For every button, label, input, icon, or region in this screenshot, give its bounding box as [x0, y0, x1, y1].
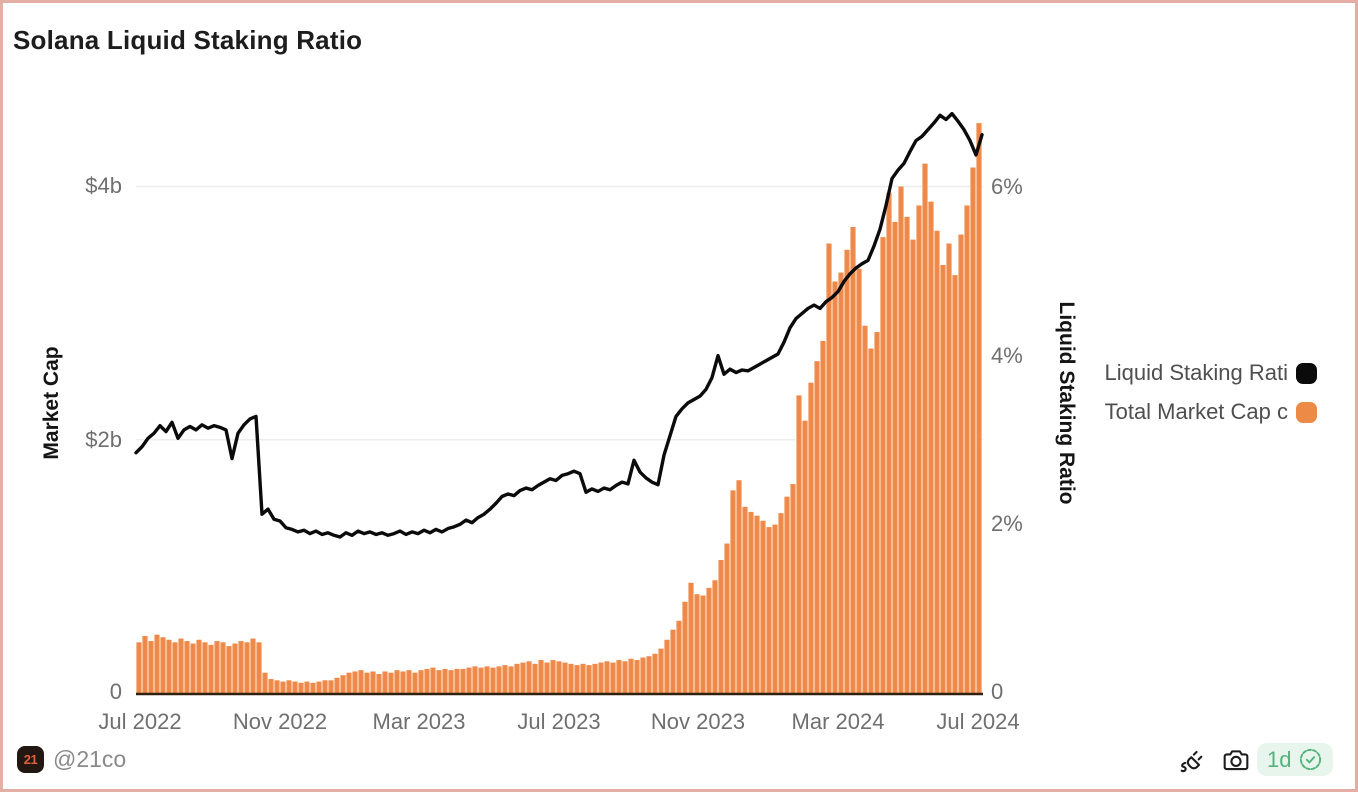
account-handle: @21co [53, 746, 127, 772]
right-tick-6pct: 6% [991, 174, 1023, 199]
21co-logo: 21 [17, 746, 44, 773]
right-tick-4pct: 4% [991, 343, 1023, 368]
x-tick-mar-2023: Mar 2023 [372, 709, 466, 734]
x-tick-jul-2022: Jul 2022 [98, 709, 182, 734]
right-tick-2pct: 2% [991, 511, 1023, 536]
legend-label-market-cap: Total Market Cap c [1104, 399, 1288, 424]
right-tick-0: 0 [991, 679, 1004, 704]
verified-seal-check-icon [1298, 747, 1323, 772]
plug-icon [1178, 746, 1206, 777]
x-tick-nov-2023: Nov 2023 [650, 709, 746, 734]
x-tick-mar-2024: Mar 2024 [791, 709, 885, 734]
left-tick-0: 0 [109, 679, 122, 704]
legend-label-ratio: Liquid Staking Rati [1104, 360, 1288, 385]
liquid-staking-ratio-line [134, 111, 984, 539]
legend-swatch-market-cap [1296, 401, 1317, 423]
left-tick-2b: $2b [85, 427, 122, 452]
market-cap-bars [136, 123, 982, 694]
left-tick-4b: $4b [85, 173, 122, 198]
update-frequency-badge[interactable]: 1d [1257, 743, 1334, 776]
legend-item-total-market-cap[interactable]: Total Market Cap c [1105, 399, 1317, 425]
legend-swatch-ratio [1296, 362, 1317, 384]
attribution: 21 @21co [17, 746, 126, 773]
chart-title: Solana Liquid Staking Ratio [13, 25, 363, 55]
x-tick-jul-2024: Jul 2024 [936, 709, 1020, 734]
legend: Liquid Staking Rati Total Market Cap c [1105, 360, 1317, 425]
camera-icon [1222, 746, 1250, 777]
update-frequency-label: 1d [1267, 746, 1292, 772]
left-axis-title: Market Cap [40, 346, 63, 460]
right-axis-title: Liquid Staking Ratio [1055, 301, 1078, 505]
x-tick-jul-2023: Jul 2023 [517, 709, 601, 734]
plug-button[interactable] [1175, 744, 1209, 778]
camera-button[interactable] [1219, 744, 1253, 778]
plot-area [134, 111, 984, 696]
x-tick-nov-2022: Nov 2022 [232, 709, 328, 734]
legend-item-liquid-staking-ratio[interactable]: Liquid Staking Rati [1105, 360, 1317, 386]
